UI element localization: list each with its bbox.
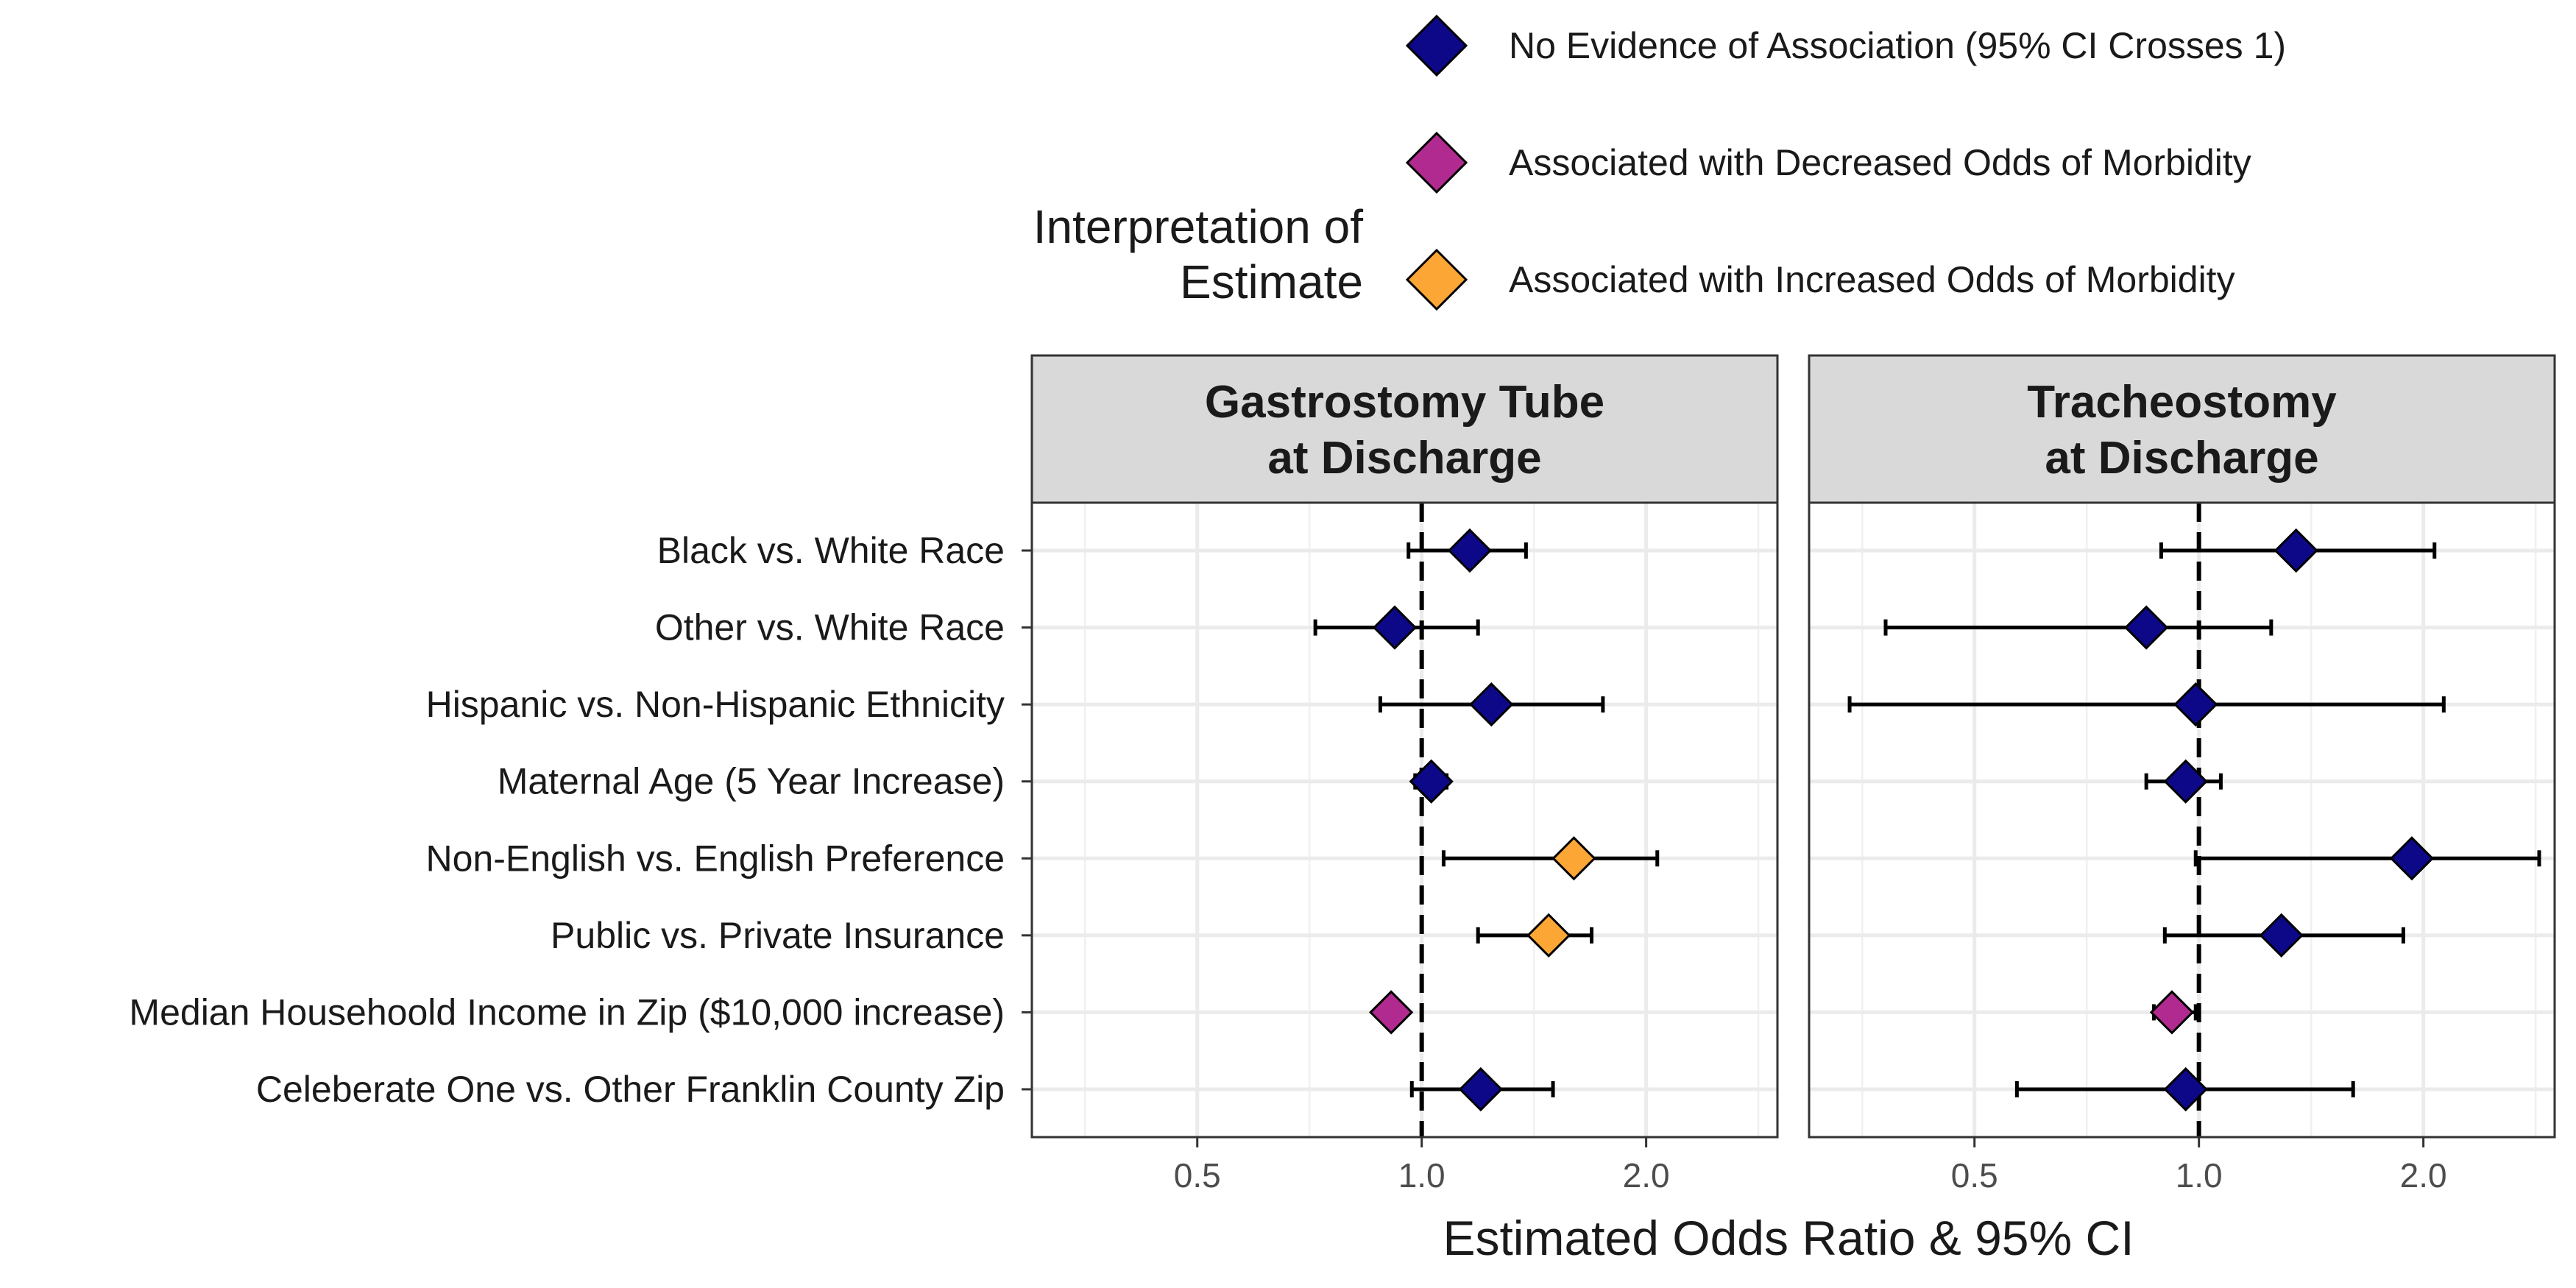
y-tick-label: Non-English vs. English Preference (426, 838, 1005, 879)
y-tick-label: Median Househoold Income in Zip ($10,000… (129, 991, 1005, 1033)
panel-strip (1030, 354, 1779, 504)
point-marker (1469, 682, 1514, 727)
panel-title-line: at Discharge (1267, 433, 1541, 484)
panel-border (1030, 501, 1779, 1139)
legend-key-increased (1405, 248, 1468, 311)
point-marker (2274, 528, 2318, 573)
y-tick-label: Maternal Age (5 Year Increase) (498, 761, 1005, 802)
point-marker (1372, 605, 1418, 650)
x-tick-label: 1.0 (2176, 1156, 2223, 1195)
point-marker (1458, 1066, 1504, 1112)
legend: Interpretation of Estimate No Evidence o… (1033, 14, 2286, 311)
x-tick-label: 0.5 (1951, 1156, 1998, 1195)
point-marker (2163, 1066, 2208, 1112)
legend-label-increased: Associated with Increased Odds of Morbid… (1509, 259, 2235, 300)
point-marker (2389, 836, 2435, 881)
point-marker (2124, 605, 2169, 650)
legend-key-none (1405, 14, 1468, 77)
y-tick-label: Hispanic vs. Non-Hispanic Ethnicity (426, 684, 1005, 725)
point-marker (1447, 528, 1493, 573)
y-tick-label: Other vs. White Race (655, 607, 1005, 648)
panel-title-line: at Discharge (2045, 433, 2318, 484)
point-marker (2149, 990, 2195, 1035)
y-tick-label: Public vs. Private Insurance (551, 915, 1005, 956)
legend-title-line-2: Estimate (1180, 255, 1363, 308)
point-marker (2163, 759, 2208, 804)
panel-background (1809, 503, 2555, 1137)
point-marker (2259, 913, 2304, 958)
panels: Black vs. White Race Other vs. White Race… (129, 354, 2556, 1195)
point-marker (1409, 759, 1454, 804)
point-marker (1369, 990, 1414, 1035)
x-tick-label: 2.0 (1623, 1156, 1670, 1195)
x-tick-label: 1.0 (1398, 1156, 1446, 1195)
point-marker (1551, 836, 1596, 881)
y-tick-label: Celeberate One vs. Other Franklin County… (256, 1069, 1005, 1110)
y-tick-label: Black vs. White Race (657, 530, 1005, 571)
panel-background (1032, 503, 1777, 1137)
legend-title-line-1: Interpretation of (1033, 200, 1364, 253)
panel-strip (1808, 354, 2556, 504)
x-tick-label: 0.5 (1174, 1156, 1221, 1195)
x-axis-title: Estimated Odds Ratio & 95% CI (1443, 1211, 2134, 1265)
legend-key-decreased (1405, 131, 1468, 194)
x-tick-label: 2.0 (2400, 1156, 2447, 1195)
legend-label-decreased: Associated with Decreased Odds of Morbid… (1509, 142, 2251, 183)
panel-title-line: Gastrostomy Tube (1205, 377, 1604, 428)
panel-title-line: Tracheostomy (2027, 377, 2337, 428)
panel-border (1808, 501, 2556, 1139)
point-marker (1526, 913, 1571, 958)
point-marker (2173, 682, 2218, 727)
legend-label-none: No Evidence of Association (95% CI Cross… (1509, 25, 2286, 66)
